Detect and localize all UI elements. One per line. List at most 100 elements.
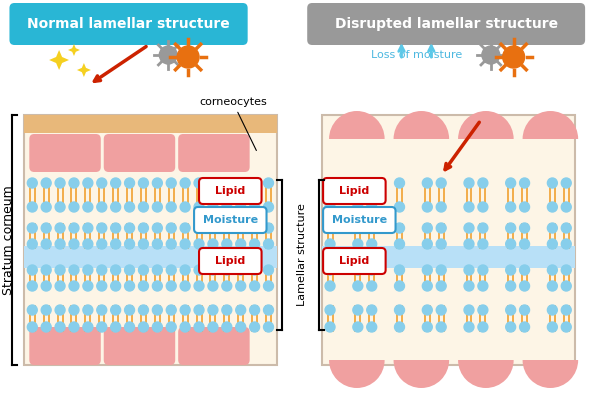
Circle shape [110,305,121,315]
Circle shape [325,305,335,315]
Circle shape [194,223,204,233]
Circle shape [69,223,79,233]
FancyBboxPatch shape [10,3,248,45]
Circle shape [395,239,404,249]
Circle shape [367,322,377,332]
Circle shape [55,322,65,332]
Circle shape [41,239,51,249]
Text: Lipid: Lipid [215,256,245,266]
Circle shape [464,239,474,249]
Circle shape [139,322,148,332]
Circle shape [353,178,363,188]
Circle shape [478,305,488,315]
Circle shape [547,178,557,188]
Circle shape [160,46,177,64]
Circle shape [503,46,524,68]
Circle shape [506,322,515,332]
Circle shape [263,305,274,315]
Text: corneocytes: corneocytes [199,97,266,151]
Circle shape [436,178,446,188]
Circle shape [222,322,232,332]
Circle shape [110,281,121,291]
Circle shape [547,281,557,291]
Circle shape [180,202,190,212]
Circle shape [83,281,93,291]
Text: Lipid: Lipid [215,186,245,196]
Circle shape [180,305,190,315]
Circle shape [520,223,530,233]
Circle shape [422,265,432,275]
Circle shape [250,223,260,233]
Wedge shape [394,111,449,139]
Circle shape [436,305,446,315]
Circle shape [395,281,404,291]
Circle shape [110,322,121,332]
Circle shape [325,281,335,291]
Circle shape [139,265,148,275]
Circle shape [194,265,204,275]
Circle shape [139,178,148,188]
Circle shape [110,202,121,212]
Circle shape [208,202,218,212]
Circle shape [166,305,176,315]
Bar [25,246,277,268]
Circle shape [97,178,107,188]
FancyBboxPatch shape [199,248,262,274]
Text: Lipid: Lipid [339,186,370,196]
Wedge shape [329,111,385,139]
Circle shape [69,178,79,188]
FancyBboxPatch shape [29,327,101,365]
Circle shape [208,239,218,249]
Circle shape [41,322,51,332]
Circle shape [325,265,335,275]
Circle shape [263,281,274,291]
Circle shape [125,281,134,291]
Circle shape [236,223,245,233]
Circle shape [436,223,446,233]
Circle shape [41,265,51,275]
Circle shape [139,305,148,315]
Circle shape [250,178,260,188]
Circle shape [97,281,107,291]
Circle shape [422,178,432,188]
Circle shape [464,223,474,233]
Circle shape [478,178,488,188]
Circle shape [395,305,404,315]
FancyBboxPatch shape [323,207,395,233]
Circle shape [55,265,65,275]
Circle shape [478,239,488,249]
Circle shape [41,178,51,188]
Circle shape [250,322,260,332]
Circle shape [325,322,335,332]
Circle shape [506,281,515,291]
Circle shape [152,265,163,275]
Circle shape [83,322,93,332]
Circle shape [152,281,163,291]
Circle shape [506,265,515,275]
Circle shape [166,202,176,212]
Circle shape [208,305,218,315]
Circle shape [520,265,530,275]
Circle shape [325,239,335,249]
Circle shape [422,202,432,212]
Circle shape [180,322,190,332]
Circle shape [547,305,557,315]
Circle shape [110,178,121,188]
Circle shape [263,265,274,275]
Circle shape [125,322,134,332]
Circle shape [152,239,163,249]
Circle shape [125,202,134,212]
Circle shape [97,239,107,249]
Circle shape [55,178,65,188]
Circle shape [464,305,474,315]
Circle shape [561,202,571,212]
Circle shape [436,265,446,275]
Circle shape [55,239,65,249]
Circle shape [166,178,176,188]
Circle shape [325,202,335,212]
Text: Moisture: Moisture [203,215,258,225]
FancyBboxPatch shape [322,115,575,365]
Circle shape [55,281,65,291]
Circle shape [28,281,37,291]
Circle shape [561,239,571,249]
